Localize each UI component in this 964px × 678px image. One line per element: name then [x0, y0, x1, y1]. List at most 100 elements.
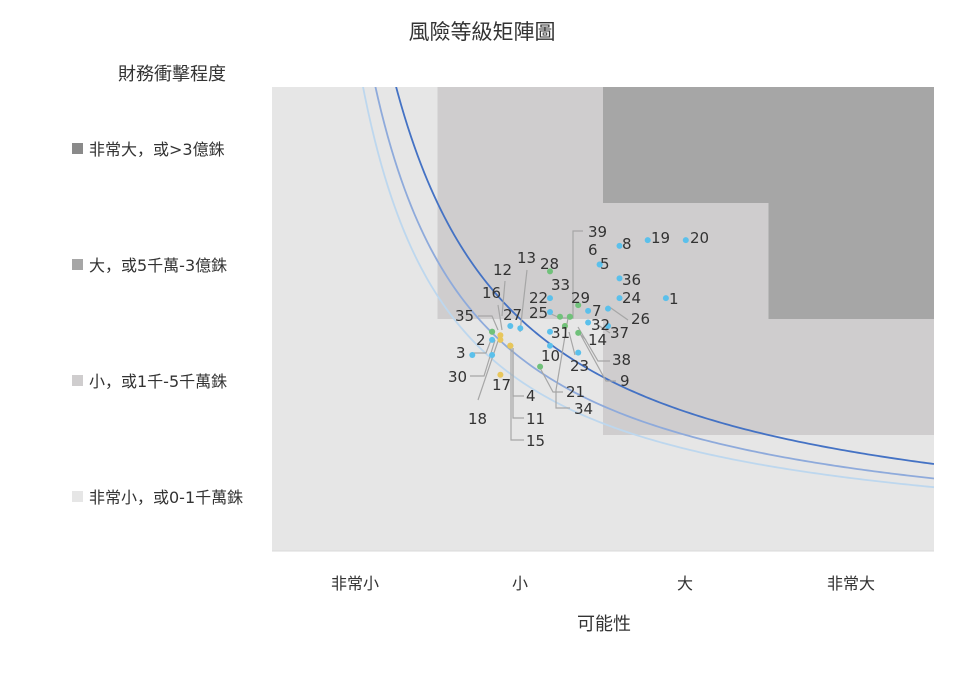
data-point-14	[561, 323, 568, 329]
data-label-32: 32	[591, 316, 610, 334]
leader-line-35	[478, 315, 499, 331]
data-label-14: 14	[588, 331, 607, 349]
data-point-31	[547, 328, 553, 335]
data-label-20: 20	[690, 229, 709, 247]
data-label-6: 6	[588, 241, 598, 259]
x-category-very-small: 非常小	[330, 574, 380, 593]
data-point-7	[585, 307, 592, 314]
data-label-4: 4	[526, 387, 536, 405]
y-category-swatch	[72, 142, 83, 154]
data-points	[469, 237, 689, 378]
data-point-38	[575, 329, 582, 336]
data-point-3	[469, 352, 476, 358]
data-label-16: 16	[482, 284, 501, 302]
y-category-swatch	[72, 374, 83, 386]
leader-line-21	[538, 365, 563, 393]
risk-curves	[362, 87, 934, 489]
x-category-large: 大	[676, 574, 694, 593]
risk-curve-3	[362, 87, 934, 489]
data-point-19	[644, 237, 651, 244]
data-point-26	[605, 305, 611, 312]
y-category-label: 大，或5千萬-3億銖	[89, 256, 228, 275]
leader-line-13	[519, 269, 528, 333]
data-point-33	[557, 313, 563, 320]
data-point-37	[605, 323, 611, 329]
leader-line-9	[577, 329, 616, 382]
data-label-24: 24	[622, 289, 641, 307]
data-point-12	[497, 332, 504, 339]
leader-line-26	[607, 305, 629, 321]
data-point-28	[547, 268, 553, 275]
x-category-small: 小	[511, 574, 529, 593]
leader-line-11	[512, 348, 524, 419]
data-point-1	[662, 295, 669, 302]
data-point-22	[547, 295, 553, 302]
data-label-15: 15	[526, 432, 545, 450]
data-point-21	[537, 363, 544, 370]
data-label-22: 22	[529, 289, 548, 307]
leader-line-12	[501, 280, 506, 317]
data-point-29	[575, 302, 582, 309]
data-label-11: 11	[526, 410, 545, 428]
data-point-23	[575, 349, 582, 356]
leader-line-37	[597, 324, 611, 334]
risk-zones	[272, 87, 934, 551]
x-axis-title: 可能性	[577, 614, 631, 635]
y-category-swatch	[72, 490, 83, 502]
x-category-very-large: 非常大	[826, 574, 876, 593]
data-label-21: 21	[566, 383, 585, 401]
data-label-18: 18	[468, 410, 487, 428]
data-point-6	[596, 261, 603, 268]
data-label-17: 17	[492, 376, 511, 394]
data-point-17	[497, 371, 504, 378]
y-category-very-large: 非常大，或>3億銖	[72, 136, 225, 160]
data-label-29: 29	[571, 289, 590, 307]
data-point-35	[489, 328, 496, 335]
data-point-27	[507, 323, 514, 329]
data-label-3: 3	[456, 344, 466, 362]
leader-line-38	[577, 326, 610, 362]
risk-curve-1	[395, 87, 934, 465]
data-label-27: 27	[503, 306, 522, 324]
leader-line-23	[568, 331, 576, 356]
data-point-2	[489, 336, 496, 343]
data-point-18	[497, 336, 504, 343]
data-label-2: 2	[476, 331, 486, 349]
data-label-25: 25	[529, 304, 548, 322]
data-point-10	[547, 342, 553, 349]
data-point-30	[489, 352, 496, 358]
y-category-label: 非常大，或>3億銖	[89, 140, 225, 159]
data-label-26: 26	[631, 310, 650, 328]
data-label-34: 34	[574, 400, 593, 418]
data-label-9: 9	[620, 372, 630, 390]
data-label-38: 38	[612, 351, 631, 369]
data-point-8	[616, 242, 623, 249]
data-label-8: 8	[622, 235, 632, 253]
data-label-5: 5	[600, 255, 610, 273]
data-label-13: 13	[517, 249, 536, 267]
data-point-20	[682, 237, 689, 244]
leader-line-30	[470, 339, 496, 377]
chart-title: 風險等級矩陣圖	[408, 20, 556, 44]
data-point-39	[566, 313, 573, 320]
y-category-large: 大，或5千萬-3億銖	[72, 252, 227, 276]
data-point-24	[616, 295, 623, 302]
data-label-7: 7	[592, 302, 602, 320]
data-label-35: 35	[455, 307, 474, 325]
data-label-1: 1	[669, 290, 679, 308]
leader-line-15	[510, 345, 524, 441]
y-category-label: 非常小，或0-1千萬銖	[89, 488, 244, 507]
y-category-small: 小，或1千-5千萬銖	[72, 368, 227, 392]
leader-line-18	[477, 340, 499, 401]
data-label-28: 28	[540, 255, 559, 273]
y-category-label: 小，或1千-5千萬銖	[89, 372, 228, 391]
leader-line-39	[559, 230, 583, 319]
data-label-36: 36	[622, 271, 641, 289]
data-point-36	[616, 275, 623, 282]
leader-line-3	[472, 339, 492, 354]
leader-line-16	[497, 304, 503, 331]
zone-high	[603, 87, 934, 319]
label-leader-lines	[470, 230, 629, 441]
